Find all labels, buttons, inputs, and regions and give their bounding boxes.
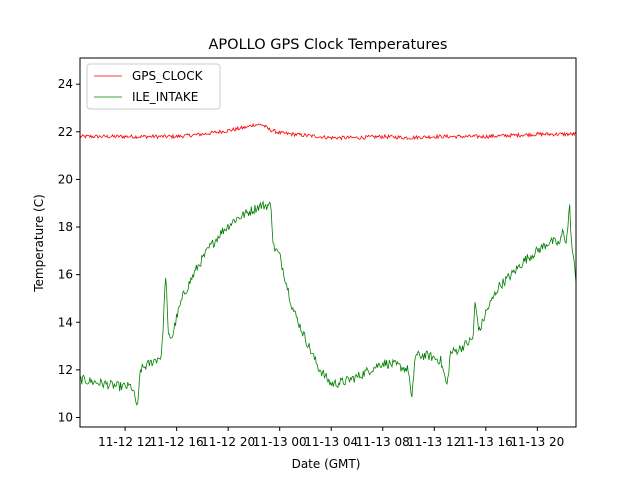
x-tick-label: 11-12 12 <box>98 435 152 449</box>
x-tick-label: 11-12 20 <box>201 435 255 449</box>
legend-frame <box>86 63 221 110</box>
x-tick-label: 11-13 12 <box>407 435 461 449</box>
x-axis-label: Date (GMT) <box>292 457 361 471</box>
legend-label-ile-intake: ILE_INTAKE <box>132 90 198 104</box>
legend: GPS_CLOCK ILE_INTAKE <box>86 63 221 110</box>
y-tick-label: 16 <box>58 268 73 282</box>
x-tick-label: 11-13 04 <box>304 435 358 449</box>
plot-lines <box>79 122 577 406</box>
x-tick-label: 11-12 16 <box>150 435 204 449</box>
x-tick-label: 11-13 20 <box>510 435 564 449</box>
series-line-ile-intake <box>79 200 577 406</box>
y-tick-label: 18 <box>58 220 73 234</box>
x-tick-label: 11-13 00 <box>253 435 307 449</box>
legend-label-gps-clock: GPS_CLOCK <box>132 69 204 83</box>
y-tick-label: 20 <box>58 172 73 186</box>
y-tick-label: 22 <box>58 125 73 139</box>
plot-frame <box>79 57 577 428</box>
x-tick-label: 11-13 16 <box>459 435 513 449</box>
chart-title: APOLLO GPS Clock Temperatures <box>209 37 448 53</box>
series-line-gps-clock <box>79 122 577 141</box>
y-tick-label: 24 <box>58 77 73 91</box>
y-tick-label: 10 <box>58 410 73 424</box>
y-tick-label: 12 <box>58 363 73 377</box>
x-tick-label: 11-13 08 <box>356 435 410 449</box>
y-axis-label: Temperature (C) <box>32 194 46 293</box>
y-tick-label: 14 <box>58 315 73 329</box>
y-axis-ticks: 10 12 14 16 18 20 22 24 <box>58 77 80 424</box>
